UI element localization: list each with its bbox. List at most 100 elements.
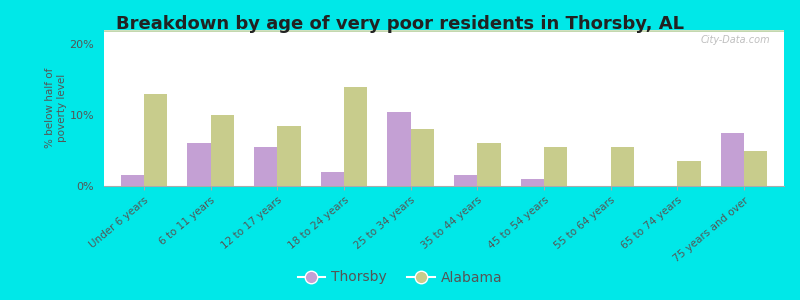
- Bar: [278, 126, 301, 186]
- Bar: [104, 30, 784, 31]
- Bar: [104, 30, 784, 31]
- Bar: [104, 31, 784, 32]
- Bar: [104, 30, 784, 31]
- Bar: [104, 30, 784, 31]
- Text: City-Data.com: City-Data.com: [701, 35, 770, 45]
- Bar: [104, 30, 784, 31]
- Bar: [104, 30, 784, 31]
- Bar: [478, 143, 501, 186]
- Bar: [104, 30, 784, 31]
- Bar: [104, 30, 784, 31]
- Bar: [104, 31, 784, 32]
- Bar: [104, 31, 784, 32]
- Bar: [104, 31, 784, 32]
- Bar: [104, 30, 784, 31]
- Bar: [104, 31, 784, 32]
- Bar: [104, 30, 784, 31]
- Bar: [104, 30, 784, 31]
- Bar: [104, 30, 784, 31]
- Bar: [104, 30, 784, 31]
- Bar: [610, 147, 634, 186]
- Bar: [104, 31, 784, 32]
- Bar: [104, 30, 784, 31]
- Bar: [104, 30, 784, 31]
- Bar: [104, 30, 784, 31]
- Y-axis label: % below half of
poverty level: % below half of poverty level: [45, 68, 66, 148]
- Bar: [104, 31, 784, 32]
- Bar: [104, 30, 784, 31]
- Bar: [410, 129, 434, 186]
- Bar: [104, 31, 784, 32]
- Bar: [104, 30, 784, 31]
- Bar: [104, 30, 784, 31]
- Bar: [104, 30, 784, 31]
- Bar: [344, 87, 367, 186]
- Bar: [104, 30, 784, 31]
- Bar: [104, 30, 784, 31]
- Bar: [104, 30, 784, 31]
- Bar: [104, 30, 784, 31]
- Bar: [104, 30, 784, 31]
- Bar: [104, 31, 784, 32]
- Bar: [104, 30, 784, 31]
- Bar: [104, 30, 784, 31]
- Bar: [104, 30, 784, 31]
- Bar: [104, 30, 784, 31]
- Bar: [104, 31, 784, 32]
- Bar: [721, 133, 744, 186]
- Bar: [104, 30, 784, 31]
- Bar: [104, 30, 784, 31]
- Bar: [104, 30, 784, 31]
- Legend: Thorsby, Alabama: Thorsby, Alabama: [292, 265, 508, 290]
- Bar: [104, 30, 784, 31]
- Bar: [104, 31, 784, 32]
- Bar: [104, 30, 784, 31]
- Bar: [544, 147, 567, 186]
- Bar: [104, 31, 784, 32]
- Bar: [104, 30, 784, 31]
- Bar: [104, 30, 784, 31]
- Bar: [104, 31, 784, 32]
- Bar: [104, 30, 784, 31]
- Bar: [104, 30, 784, 31]
- Bar: [104, 30, 784, 31]
- Bar: [104, 31, 784, 32]
- Bar: [104, 30, 784, 31]
- Bar: [104, 30, 784, 31]
- Bar: [104, 30, 784, 31]
- Bar: [104, 31, 784, 32]
- Bar: [104, 30, 784, 31]
- Bar: [104, 30, 784, 31]
- Bar: [104, 30, 784, 31]
- Bar: [104, 31, 784, 32]
- Bar: [104, 30, 784, 31]
- Bar: [104, 30, 784, 31]
- Bar: [104, 30, 784, 31]
- Bar: [104, 30, 784, 31]
- Bar: [104, 30, 784, 31]
- Bar: [104, 30, 784, 31]
- Bar: [104, 31, 784, 32]
- Bar: [104, 30, 784, 31]
- Bar: [104, 30, 784, 31]
- Bar: [104, 31, 784, 32]
- Bar: [104, 31, 784, 32]
- Bar: [104, 31, 784, 32]
- Bar: [104, 31, 784, 32]
- Bar: [104, 30, 784, 31]
- Bar: [104, 31, 784, 32]
- Bar: [104, 31, 784, 32]
- Bar: [104, 30, 784, 31]
- Bar: [104, 30, 784, 31]
- Bar: [104, 30, 784, 31]
- Bar: [104, 31, 784, 32]
- Bar: [104, 30, 784, 31]
- Bar: [104, 30, 784, 31]
- Bar: [104, 30, 784, 31]
- Bar: [104, 30, 784, 31]
- Bar: [104, 30, 784, 31]
- Bar: [104, 31, 784, 32]
- Bar: [104, 30, 784, 31]
- Bar: [104, 30, 784, 31]
- Bar: [104, 30, 784, 31]
